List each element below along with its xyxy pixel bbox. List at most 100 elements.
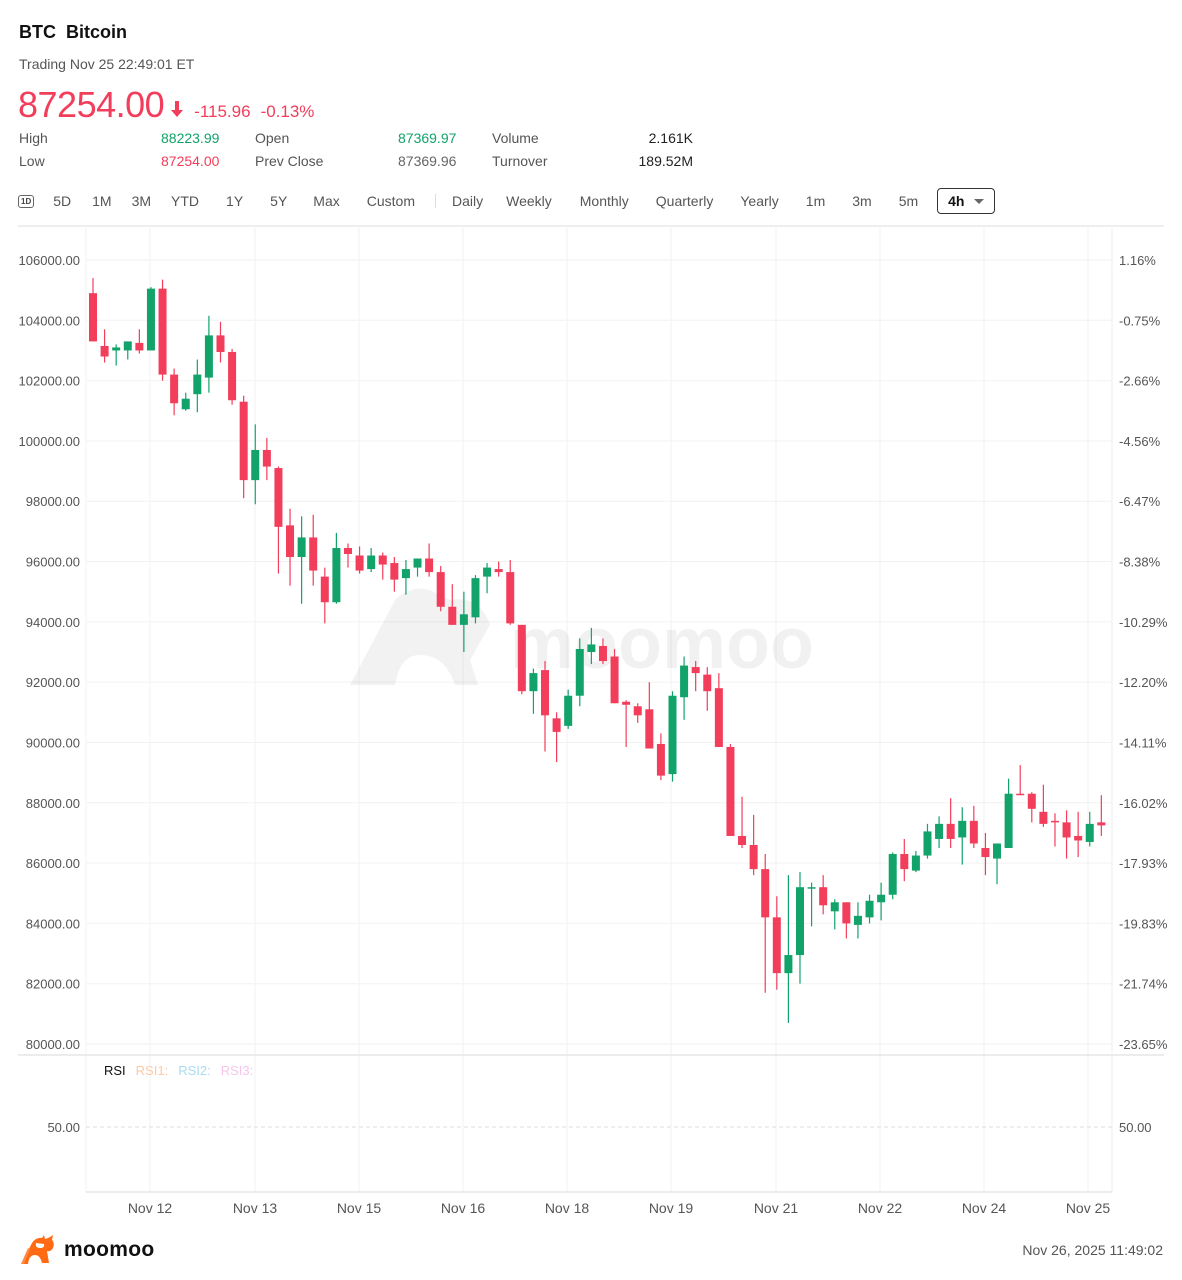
y-axis-pct-label: -10.29%	[1119, 615, 1168, 630]
rsi3-label: RSI3:	[220, 1063, 254, 1078]
candle	[274, 466, 283, 574]
y-axis-pct-label: -21.74%	[1119, 977, 1168, 992]
rsi-level-label-right: 50.00	[1119, 1120, 1152, 1135]
range-5d-button[interactable]: 5D	[53, 193, 72, 209]
candle	[935, 816, 944, 848]
candle	[795, 872, 804, 984]
price-change: -115.96	[194, 102, 251, 121]
candle	[969, 805, 978, 848]
toolbar-divider-line	[18, 225, 1164, 227]
low-label: Low	[19, 153, 45, 169]
y-axis-label: 80000.00	[26, 1037, 80, 1052]
candle	[135, 329, 144, 354]
volume-label: Volume	[492, 130, 539, 146]
x-axis-label: Nov 19	[649, 1200, 694, 1216]
candle	[1050, 813, 1059, 847]
high-label: High	[19, 130, 48, 146]
candle	[668, 691, 677, 782]
y-axis-label: 102000.00	[19, 374, 80, 389]
candle	[830, 899, 839, 930]
y-axis-pct-label: 1.16%	[1119, 253, 1156, 268]
candle	[146, 287, 155, 351]
y-axis-pct-label: -19.83%	[1119, 916, 1168, 931]
candle	[483, 563, 492, 594]
interval-daily-button[interactable]: Daily	[451, 193, 484, 209]
candle	[703, 667, 712, 711]
candle	[89, 278, 97, 342]
candle	[1004, 778, 1013, 848]
interval-3m-button[interactable]: 3m	[852, 193, 872, 209]
x-axis-label: Nov 21	[754, 1200, 799, 1216]
candle	[112, 344, 121, 366]
price-row: 87254.00 -115.96 -0.13%	[18, 84, 314, 126]
candle	[784, 875, 793, 1023]
range-1d-button[interactable]: 1D	[18, 194, 35, 208]
svg-text:moomoo: moomoo	[510, 604, 814, 684]
range-3m-button[interactable]: 3M	[131, 193, 152, 209]
candle	[204, 315, 213, 393]
toolbar-divider	[434, 194, 436, 208]
turnover-label: Turnover	[492, 153, 548, 169]
candle	[865, 894, 874, 924]
candle	[680, 656, 689, 720]
candle	[853, 902, 862, 939]
interval-1m-button[interactable]: 1m	[805, 193, 826, 209]
candle	[726, 743, 735, 836]
symbol: BTC	[19, 22, 56, 42]
candle	[923, 823, 932, 859]
candle	[738, 796, 747, 848]
y-axis-pct-label: -17.93%	[1119, 856, 1168, 871]
interval-5m-button[interactable]: 5m	[898, 193, 919, 209]
candle	[993, 843, 1002, 885]
candle	[622, 700, 631, 747]
candle	[633, 703, 642, 723]
candle	[819, 875, 828, 915]
range-custom-button[interactable]: Custom	[366, 193, 415, 209]
range-5y-button[interactable]: 5Y	[270, 193, 288, 209]
candle	[459, 591, 468, 652]
arrow-down-icon	[171, 101, 184, 117]
candle	[343, 543, 352, 568]
rsi-legend: RSI RSI1: RSI2: RSI3:	[104, 1063, 253, 1078]
range-ytd-button[interactable]: YTD	[171, 193, 200, 209]
y-axis-label: 90000.00	[26, 735, 80, 750]
candle	[1062, 810, 1071, 859]
range-1y-button[interactable]: 1Y	[226, 193, 244, 209]
candle	[228, 348, 237, 405]
y-axis-label: 86000.00	[26, 856, 80, 871]
y-axis-label: 94000.00	[26, 615, 80, 630]
x-axis-label: Nov 18	[545, 1200, 590, 1216]
interval-yearly-button[interactable]: Yearly	[740, 193, 779, 209]
rsi-level-label: 50.00	[47, 1120, 80, 1135]
candle	[552, 712, 561, 763]
volume-value: 2.161K	[648, 130, 693, 146]
range-max-button[interactable]: Max	[313, 193, 340, 209]
page-title: BTC Bitcoin	[19, 22, 127, 43]
interval-quarterly-button[interactable]: Quarterly	[655, 193, 714, 209]
y-axis-label: 106000.00	[19, 253, 80, 268]
asset-name: Bitcoin	[66, 22, 127, 42]
candle	[761, 854, 770, 993]
candle	[517, 624, 526, 695]
interval-selected: 4h	[948, 193, 965, 209]
candle	[448, 584, 457, 625]
candle	[1074, 811, 1083, 858]
open-value: 87369.97	[398, 130, 457, 146]
candle	[100, 329, 109, 363]
moomoo-bull-icon	[21, 1235, 54, 1264]
candle	[900, 838, 909, 882]
candle	[170, 368, 179, 416]
range-1m-button[interactable]: 1M	[92, 193, 112, 209]
interval-weekly-button[interactable]: Weekly	[506, 193, 552, 209]
candle	[1097, 795, 1106, 836]
interval-dropdown[interactable]: 4h	[937, 188, 996, 214]
candle	[946, 798, 955, 848]
candle	[378, 552, 387, 580]
interval-monthly-button[interactable]: Monthly	[579, 193, 629, 209]
candlestick-chart[interactable]: 106000.00 1.16% 104000.00 -0.75% 102000.00 -2…	[0, 0, 1182, 1230]
candle	[413, 558, 422, 577]
candle	[888, 852, 897, 900]
candle	[911, 851, 920, 873]
candle	[1039, 784, 1048, 827]
x-axis-label: Nov 25	[1066, 1200, 1111, 1216]
